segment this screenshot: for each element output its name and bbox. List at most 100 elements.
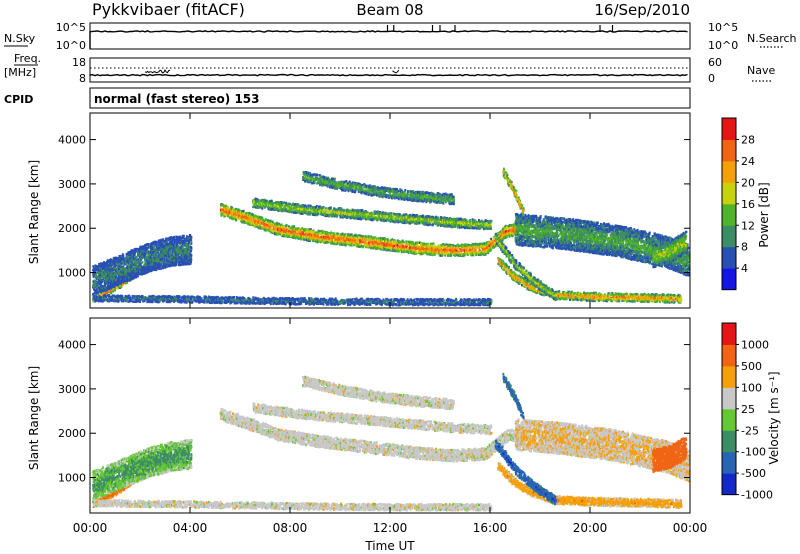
cpid-text: normal (fast stereo) 153 (94, 92, 260, 106)
echo-cell (282, 227, 284, 230)
echo-cell (419, 303, 421, 306)
nsky-tick-bottom: 10^0 (56, 39, 86, 52)
freq-blip (393, 70, 399, 73)
echo-cell (235, 219, 237, 222)
echo-cell (190, 241, 192, 244)
nsky-tick-top: 10^5 (56, 21, 86, 34)
echo-cell (186, 301, 188, 304)
nsky-line (90, 31, 688, 49)
echo-cell (190, 254, 192, 256)
nsky-label: N.Sky (4, 32, 36, 45)
echo-cell (443, 299, 445, 302)
nave-tick-bottom: 0 (708, 72, 715, 85)
nsearch-tick-bottom: 10^0 (708, 39, 738, 52)
echo-cell (413, 299, 415, 302)
echo-cell (285, 225, 287, 228)
echo-cell (190, 258, 192, 261)
echo-cell (347, 242, 349, 245)
nsearch-label: N.Search (747, 32, 797, 45)
echo-cell (190, 236, 192, 239)
echo-cell (121, 295, 123, 298)
echo-cell (325, 242, 327, 245)
echo-cell (464, 304, 466, 307)
echo-cell (391, 298, 393, 301)
echo-cell (301, 227, 303, 230)
echo-cell (125, 272, 127, 275)
echo-cell (298, 298, 300, 301)
echo-cell (345, 244, 347, 247)
nsearch-tick-top: 10^5 (708, 21, 738, 34)
freq-panel-frame (90, 58, 690, 82)
echo-cell (183, 235, 185, 238)
echo-cell (383, 298, 385, 301)
echo-cell (254, 302, 256, 305)
cpid-label: CPID (4, 93, 33, 106)
echo-cell (137, 275, 139, 278)
freq-tick-top: 18 (72, 56, 86, 69)
echo-cell (403, 298, 405, 301)
echo-cell (456, 300, 458, 303)
station-title: Pykkvibaer (fitACF) (92, 0, 245, 19)
echo-cell (113, 260, 115, 263)
freq-label: Freq. (14, 52, 41, 65)
echo-cell (284, 235, 286, 238)
freq-unit: [MHz] (4, 66, 36, 79)
echo-cell (396, 304, 398, 307)
echo-cell (135, 301, 137, 304)
echo-cell (201, 297, 203, 300)
echo-cell (128, 279, 130, 282)
echo-cell (300, 300, 302, 303)
echo-cell (265, 218, 267, 221)
echo-cell (233, 296, 235, 299)
echo-cell (190, 250, 192, 253)
echo-cell (116, 257, 118, 260)
echo-cell (330, 232, 332, 235)
echo-cell (490, 301, 492, 304)
echo-cell (461, 299, 463, 302)
echo-cell (104, 284, 106, 287)
echo-cell (178, 245, 180, 248)
echo-cell (118, 268, 120, 271)
echo-cell (135, 248, 137, 251)
echo-cell (142, 261, 144, 264)
echo-cell (126, 253, 128, 256)
echo-cell (270, 303, 272, 306)
echo-cell (275, 297, 277, 300)
echo-cell (161, 258, 163, 261)
echo-cell (475, 304, 477, 307)
echo-cell (308, 297, 310, 300)
echo-cell (146, 246, 148, 249)
echo-cell (282, 301, 284, 304)
echo-cell (190, 261, 192, 264)
echo-cell (188, 243, 190, 246)
echo-cell (187, 295, 189, 298)
echo-cell (243, 210, 245, 213)
nsky-trace (90, 25, 688, 49)
echo-cell (98, 263, 100, 266)
freq-tick-bottom: 8 (79, 72, 86, 85)
echo-cell (274, 223, 276, 226)
echo-cell (377, 301, 379, 304)
echo-cell (103, 290, 105, 293)
echo-cell (153, 247, 155, 250)
echo-cell (364, 300, 366, 303)
echo-cell (251, 220, 253, 223)
freq-line (90, 75, 688, 76)
echo-cell (318, 230, 320, 233)
echo-cell (273, 297, 275, 300)
power-echo-layer (92, 168, 690, 307)
nave-label: Nave (747, 64, 775, 77)
nave-tick-top: 60 (708, 56, 722, 69)
echo-cell (302, 297, 304, 300)
echo-cell (175, 263, 177, 266)
echo-cell (114, 289, 116, 292)
echo-cell (290, 234, 292, 237)
echo-cell (140, 262, 142, 265)
echo-cell (322, 302, 324, 305)
echo-cell (222, 300, 224, 303)
date-title: 16/Sep/2010 (594, 1, 690, 19)
echo-cell (122, 253, 124, 256)
echo-cell (352, 298, 354, 301)
echo-cell (179, 242, 181, 245)
